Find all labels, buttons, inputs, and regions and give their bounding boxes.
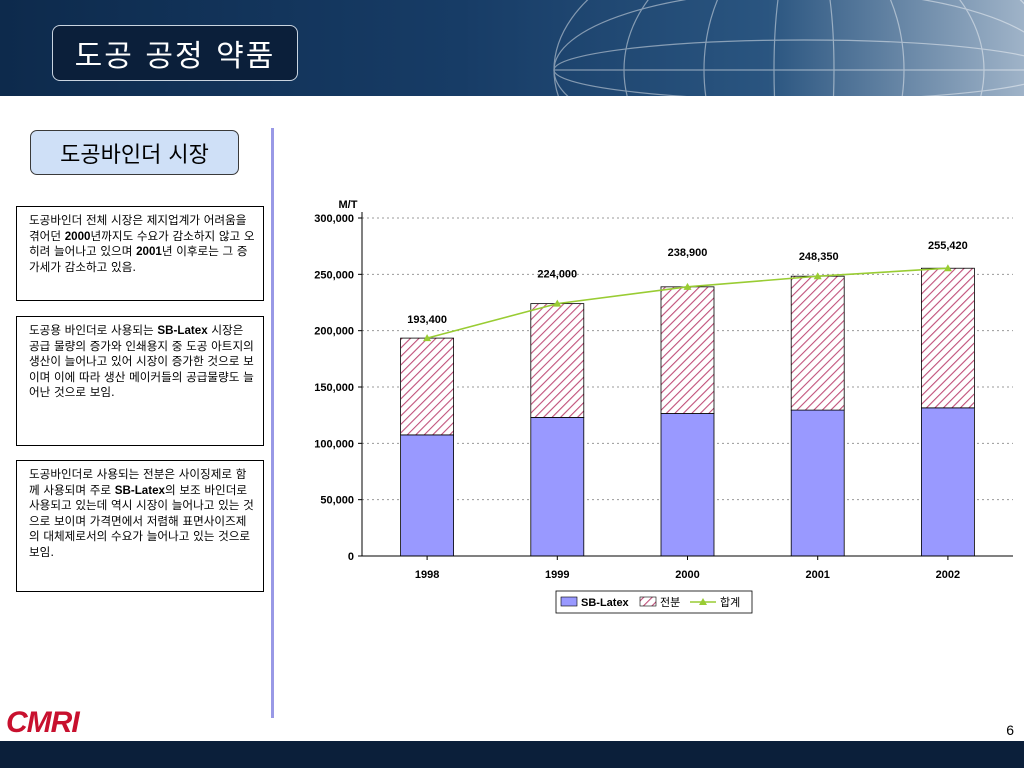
- bar-starch: [790, 275, 845, 411]
- legend-swatch-sb-latex: [560, 596, 578, 607]
- legend-swatch-starch: [639, 596, 657, 607]
- total-data-label: 248,350: [799, 251, 839, 263]
- total-marker: [813, 272, 822, 280]
- note-text-segment: 년까지도 수요가 감소하지 않고 오히려 늘어나고 있으며: [29, 228, 255, 259]
- total-data-label: 193,400: [407, 314, 447, 326]
- note-text-segment: 년 이후로는 그 증가세가 감소하고 있음.: [29, 244, 248, 274]
- total-data-label: 238,900: [668, 247, 708, 259]
- legend-label-total: 합계: [720, 596, 740, 609]
- y-tick-label: 150,000: [314, 382, 354, 394]
- total-data-label: 224,000: [537, 269, 577, 281]
- page-number: 6: [1006, 722, 1014, 738]
- bar-starch: [921, 267, 975, 409]
- globe-graphic: [553, 0, 1024, 96]
- y-tick-label: 50,000: [320, 495, 354, 507]
- footer-bar: [0, 741, 1024, 768]
- y-tick-label: 200,000: [314, 326, 354, 338]
- x-tick-label: 2001: [805, 569, 829, 581]
- bar-starch: [530, 303, 585, 418]
- bar-sb-latex: [400, 434, 454, 557]
- legend-label-sb-latex: SB-Latex: [581, 597, 630, 609]
- note-box-2: 도공용 바인더로 사용되는 SB-Latex 시장은 공급 물량의 증가와 인쇄…: [16, 316, 264, 446]
- total-marker: [553, 299, 562, 307]
- note-text-segment: 2000: [64, 229, 91, 243]
- note-text-segment: SB-Latex: [114, 483, 165, 497]
- x-tick-label: 1998: [415, 569, 439, 581]
- note-text-segment: 도공바인더로 사용되는 전분은 사이징제로 함께 사용되며 주로: [29, 467, 247, 497]
- header-banner: 도공 공정 약품: [0, 0, 1024, 96]
- note-text-segment: 도공용 바인더로 사용되는: [29, 323, 158, 337]
- total-marker: [943, 264, 952, 272]
- note-text-segment: 도공바인더 전체 시장은 제지업계가 어려움을 겪어던: [29, 213, 247, 243]
- y-tick-label: 0: [348, 551, 354, 563]
- bar-sb-latex: [921, 407, 975, 557]
- legend-marker-total: [699, 598, 707, 605]
- note-text-segment: 의 보조 바인더로 사용되고 있는데 역시 시장이 늘어나고 있는 것으로 보이…: [29, 482, 254, 559]
- note-text-segment: 시장은 공급 물량의 증가와 인쇄용지 중 도공 아트지의 생산이 늘어나고 있…: [29, 323, 254, 400]
- note-text-segment: 2001: [136, 245, 162, 259]
- total-marker: [423, 334, 432, 342]
- legend-label-starch: 전분: [660, 596, 680, 609]
- y-tick-label: 250,000: [314, 269, 354, 281]
- bar-sb-latex: [660, 413, 715, 557]
- note-text-segment: SB-Latex: [157, 324, 208, 337]
- y-tick-label: 100,000: [314, 438, 354, 450]
- y-unit-label: M/T: [339, 199, 358, 211]
- total-data-label: 255,420: [928, 240, 968, 252]
- x-tick-label: 2000: [675, 569, 699, 581]
- y-tick-label: 300,000: [314, 213, 354, 225]
- total-marker: [683, 282, 692, 290]
- x-tick-label: 2002: [936, 569, 960, 581]
- note-box-3: 도공바인더로 사용되는 전분은 사이징제로 함께 사용되며 주로 SB-Late…: [16, 460, 264, 592]
- page-title: 도공 공정 약품: [52, 25, 298, 81]
- bar-sb-latex: [790, 409, 845, 557]
- bar-sb-latex: [530, 417, 585, 557]
- bar-starch: [400, 337, 454, 436]
- cmri-logo: CMRI: [6, 706, 80, 739]
- stacked-bar-chart: 193,400 224,000 238,900 248,350 255,420 0 50,…: [314, 199, 1013, 614]
- bar-starch: [660, 286, 715, 414]
- section-label: 도공바인더 시장: [30, 130, 239, 175]
- note-box-1: 도공바인더 전체 시장은 제지업계가 어려움을 겪어던 2000년까지도 수요가…: [16, 206, 264, 301]
- x-tick-label: 1999: [545, 569, 569, 581]
- divider-line: [271, 128, 274, 718]
